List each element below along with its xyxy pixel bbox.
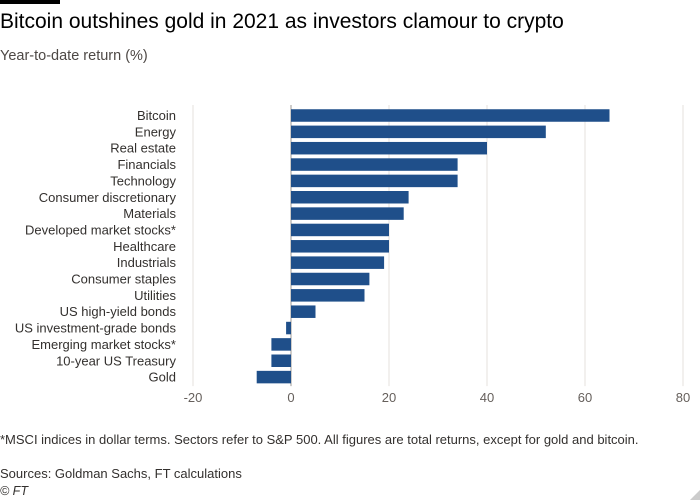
- category-label: US investment-grade bonds: [15, 321, 177, 336]
- category-label: US high-yield bonds: [60, 304, 177, 319]
- bar: [291, 158, 458, 171]
- category-label: Energy: [135, 124, 177, 139]
- category-label: Materials: [123, 206, 176, 221]
- category-label: 10-year US Treasury: [56, 353, 176, 368]
- bar: [291, 141, 487, 155]
- bar: [291, 191, 409, 204]
- bar: [271, 338, 291, 351]
- x-tick-label: 60: [578, 390, 592, 405]
- bar: [291, 256, 385, 269]
- category-label: Industrials: [117, 255, 177, 270]
- bar: [291, 305, 316, 318]
- bar: [291, 109, 610, 122]
- bar: [291, 240, 389, 253]
- x-tick-label: 80: [676, 390, 690, 405]
- bar: [291, 223, 389, 237]
- category-label: Emerging market stocks*: [32, 337, 177, 352]
- category-label: Healthcare: [113, 239, 176, 254]
- category-label: Utilities: [134, 288, 176, 303]
- x-tick-label: -20: [184, 390, 203, 405]
- bar: [291, 174, 458, 188]
- footnote: *MSCI indices in dollar terms. Sectors r…: [0, 432, 639, 447]
- bar: [291, 207, 404, 220]
- chart-title: Bitcoin outshines gold in 2021 as invest…: [0, 10, 564, 33]
- x-tick-label: 0: [287, 390, 294, 405]
- x-tick-label: 20: [382, 390, 396, 405]
- bar: [271, 354, 291, 367]
- corner-mark: [690, 490, 700, 500]
- bar: [291, 289, 365, 302]
- category-label: Bitcoin: [137, 108, 176, 123]
- brand-top-bar: [0, 0, 60, 4]
- x-tick-label: 40: [480, 390, 494, 405]
- bar: [291, 125, 546, 139]
- category-label: Technology: [110, 173, 176, 188]
- chart-subtitle: Year-to-date return (%): [0, 48, 148, 64]
- credit: © FT: [0, 484, 28, 498]
- sources: Sources: Goldman Sachs, FT calculations: [0, 466, 242, 481]
- category-label: Developed market stocks*: [25, 222, 176, 237]
- bar: [286, 321, 291, 335]
- category-label: Consumer staples: [71, 272, 176, 287]
- category-label: Financials: [117, 157, 176, 172]
- category-label: Gold: [149, 370, 176, 385]
- bar: [256, 370, 291, 384]
- category-label: Consumer discretionary: [39, 190, 177, 205]
- bar: [291, 272, 370, 286]
- category-label: Real estate: [110, 141, 176, 156]
